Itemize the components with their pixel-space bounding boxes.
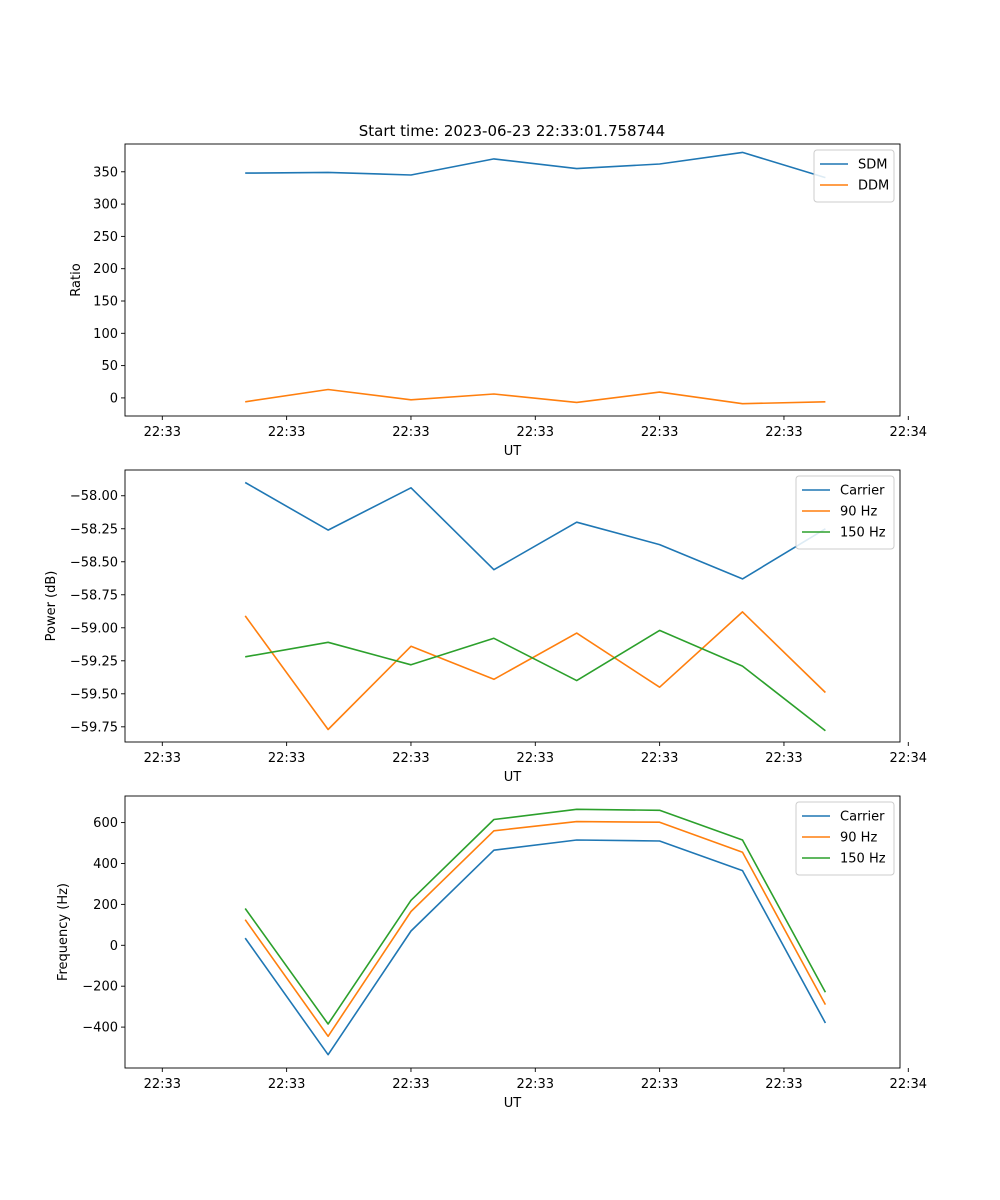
y-tick-label: 100 (93, 327, 118, 342)
y-tick-label: −200 (82, 980, 118, 995)
x-tick-label: 22:33 (144, 425, 181, 440)
y-tick-label: −59.50 (70, 687, 118, 702)
series-line-ddm (245, 388, 826, 405)
y-tick-label: −58.00 (70, 489, 118, 504)
legend-label: Carrier (840, 484, 885, 499)
x-tick-label: 22:33 (392, 751, 429, 766)
axes-frame (124, 143, 901, 417)
y-axis-label: Power (dB) (44, 571, 59, 642)
y-tick-label: −59.75 (70, 720, 118, 735)
x-tick-label: 22:34 (890, 1077, 927, 1092)
series-line-150-hz (245, 629, 826, 732)
series-line-90-hz (244, 820, 827, 1038)
series-line-carrier (244, 839, 827, 1056)
x-tick-label: 22:33 (268, 1077, 305, 1092)
legend-label: 150 Hz (840, 852, 886, 867)
y-tick-label: 600 (93, 816, 118, 831)
y-tick-label: −59.25 (70, 654, 118, 669)
x-tick-label: 22:33 (268, 751, 305, 766)
y-tick-label: 200 (93, 262, 118, 277)
y-axis-label: Frequency (Hz) (56, 883, 71, 981)
x-tick-label: 22:33 (765, 425, 802, 440)
y-tick-label: 300 (93, 198, 118, 213)
x-tick-label: 22:34 (890, 425, 927, 440)
y-tick-label: −58.75 (70, 588, 118, 603)
x-tick-label: 22:33 (392, 425, 429, 440)
y-axis-label: Ratio (69, 263, 84, 296)
power-panel: 22:33 22:33 22:33 22:33 22:33 22:33 22:34 −59.7… (44, 469, 927, 785)
legend-box (795, 475, 895, 550)
axes-frame (124, 469, 901, 743)
x-tick-label: 22:33 (268, 425, 305, 440)
y-tick-label: −400 (82, 1021, 118, 1036)
axes-frame (124, 795, 901, 1069)
x-axis-label: UT (504, 770, 522, 785)
x-tick-label: 22:33 (765, 1077, 802, 1092)
legend-label: 90 Hz (840, 831, 877, 846)
y-tick-label: 400 (93, 857, 118, 872)
y-tick-label: 50 (101, 359, 118, 374)
x-tick-label: 22:33 (765, 751, 802, 766)
legend-label: 90 Hz (840, 505, 877, 520)
figure-title: Start time: 2023-06-23 22:33:01.758744 (359, 122, 665, 140)
x-tick-label: 22:33 (144, 751, 181, 766)
y-tick-label: 200 (93, 898, 118, 913)
y-tick-label: 0 (110, 939, 118, 954)
series-line-90-hz (244, 611, 826, 731)
y-tick-label: 350 (93, 165, 118, 180)
y-tick-label: 150 (93, 294, 118, 309)
x-tick-label: 22:33 (641, 1077, 678, 1092)
y-tick-label: 250 (93, 230, 118, 245)
x-tick-label: 22:33 (641, 425, 678, 440)
x-tick-label: 22:33 (517, 425, 554, 440)
legend-label: SDM (858, 158, 887, 173)
series-line-150-hz (244, 808, 827, 1025)
ratio-panel: 22:33 22:33 22:33 22:33 22:33 22:33 22:34 0 50 10… (69, 143, 927, 459)
legend-label: DDM (858, 179, 889, 194)
x-tick-label: 22:33 (517, 1077, 554, 1092)
y-tick-label: −59.00 (70, 621, 118, 636)
legend-box (795, 801, 895, 876)
legend-label: Carrier (840, 810, 885, 825)
x-axis-label: UT (504, 1096, 522, 1111)
frequency-panel: 22:33 22:33 22:33 22:33 22:33 22:33 22:34 −400 −… (56, 795, 927, 1111)
x-tick-label: 22:33 (392, 1077, 429, 1092)
x-tick-label: 22:33 (641, 751, 678, 766)
series-line-carrier (244, 481, 826, 580)
x-tick-label: 22:34 (890, 751, 927, 766)
y-tick-label: 0 (110, 391, 118, 406)
legend-label: 150 Hz (840, 526, 886, 541)
x-tick-label: 22:33 (517, 751, 554, 766)
x-tick-label: 22:33 (144, 1077, 181, 1092)
y-tick-label: −58.50 (70, 555, 118, 570)
series-line-sdm (245, 151, 826, 179)
y-tick-label: −58.25 (70, 522, 118, 537)
legend-box (813, 149, 895, 203)
x-axis-label: UT (504, 444, 522, 459)
